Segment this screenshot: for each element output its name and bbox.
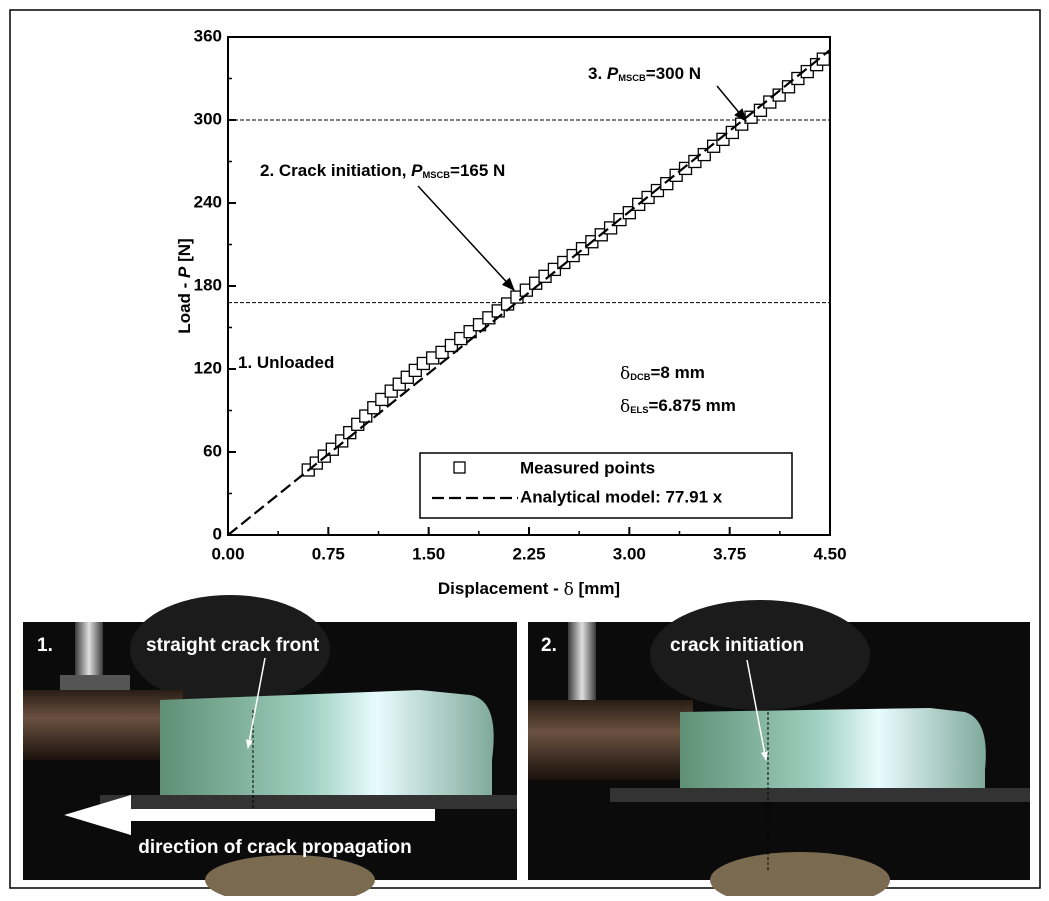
y-tick-label: 300 [194, 109, 222, 128]
photo-caption: crack initiation [670, 635, 804, 656]
annotation-arrow [418, 186, 514, 290]
photo-2: 2. crack initiation [528, 600, 1030, 896]
x-tick-label: 3.00 [613, 544, 646, 563]
pin [568, 622, 596, 702]
text-part: DCB [630, 372, 650, 382]
annotation: Displacement - δ [mm] [438, 579, 620, 599]
annotation: δELS=6.875 mm [620, 396, 736, 416]
text-part: 1. Unloaded [238, 353, 334, 372]
text-part: =300 N [646, 64, 701, 83]
y-tick-label: 240 [194, 192, 222, 211]
annotation: 2. Crack initiation, PMSCB=165 N [260, 161, 505, 180]
annotation-arrow [717, 86, 746, 121]
plate [100, 795, 517, 809]
annotation: Load - P [N] [175, 238, 194, 333]
photo-number: 2. [541, 635, 557, 656]
text-part: =6.875 mm [648, 396, 735, 415]
y-tick-label: 0 [213, 524, 222, 543]
annotation: 1. Unloaded [238, 353, 334, 372]
x-tick-label: 2.25 [512, 544, 545, 563]
legend-label: Measured points [520, 458, 655, 477]
text-part: [mm] [574, 579, 620, 598]
text-part: Load - [175, 278, 194, 334]
y-tick-label: 360 [194, 26, 222, 45]
annotation: δDCB=8 mm [620, 363, 705, 383]
x-tick-label: 0.00 [211, 544, 244, 563]
text-part: δ [620, 397, 630, 417]
text-part: ELS [630, 405, 648, 415]
text-part: Displacement - [438, 579, 564, 598]
text-part: 2. Crack initiation, [260, 161, 411, 180]
text-part: MSCB [423, 170, 451, 180]
y-tick-label: 120 [194, 358, 222, 377]
legend-marker [454, 462, 465, 473]
plate [610, 788, 1030, 802]
legend-label: Analytical model: 77.91 x [520, 487, 723, 506]
specimen [680, 708, 986, 790]
pin [75, 622, 103, 682]
arrow-label: direction of crack propagation [138, 837, 411, 858]
text-part: [N] [175, 238, 194, 266]
x-tick-label: 4.50 [813, 544, 846, 563]
holder [23, 690, 183, 760]
x-tick-label: 3.75 [713, 544, 746, 563]
text-part: δ [620, 364, 630, 384]
x-tick-label: 1.50 [412, 544, 445, 563]
photo-caption: straight crack front [146, 635, 320, 656]
annotation: 3. PMSCB=300 N [588, 64, 701, 83]
text-part: =165 N [450, 161, 505, 180]
photo-number: 1. [37, 635, 53, 656]
text-part: MSCB [618, 73, 646, 83]
text-part: =8 mm [651, 363, 705, 382]
plot: 0 60 120 180 240 300 360 0.00 0.75 1.50 2.25 3.00 3.… [175, 26, 846, 599]
figure: 0 60 120 180 240 300 360 0.00 0.75 1.50 2.25 3.00 3.… [0, 0, 1049, 896]
y-tick-label: 180 [194, 275, 222, 294]
holder [528, 700, 693, 780]
x-tick-label: 0.75 [312, 544, 345, 563]
text-part: δ [564, 580, 574, 600]
y-tick-label: 60 [203, 441, 222, 460]
text-part: 3. [588, 64, 607, 83]
specimen [160, 690, 494, 800]
text-part: P [175, 266, 194, 278]
text-part: P [607, 64, 619, 83]
text-part: P [411, 161, 423, 180]
photo-1: 1. straight crack front direction of cra… [23, 595, 517, 896]
